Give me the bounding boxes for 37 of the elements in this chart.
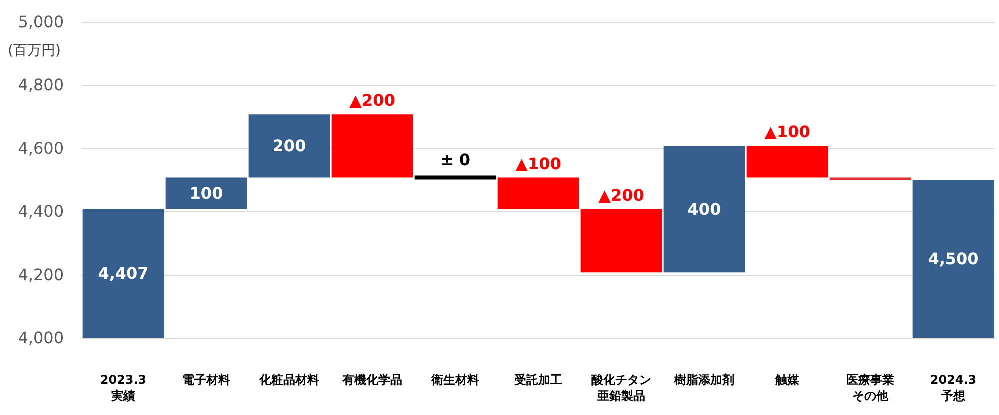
x-tick-label: 受託加工 (514, 373, 562, 387)
x-tick-label: 2023.3 実績 (100, 373, 147, 403)
x-tick-label: 衛生材料 (430, 373, 480, 387)
x-tick-label: 医療事業その他 (846, 373, 894, 403)
x-tick-label: 樹脂添加剤 (674, 373, 734, 387)
bar (82, 209, 164, 338)
data-label: ▲100 (764, 122, 810, 142)
y-tick-label: 5,000 (18, 12, 64, 32)
data-label: 4,407 (98, 264, 149, 284)
data-label: ▲100 (516, 154, 562, 174)
y-tick-label: 4,600 (18, 138, 64, 158)
bar (332, 114, 414, 178)
bar (580, 209, 662, 273)
bar (166, 178, 248, 210)
bar (664, 146, 746, 273)
y-tick-label: 4,800 (18, 76, 64, 95)
bar (498, 178, 580, 210)
bar (746, 146, 828, 178)
y-axis-title: (百万円) (8, 43, 61, 59)
data-label: 200 (272, 136, 306, 156)
bar (248, 114, 330, 178)
x-tick-label: 有機化学品 (342, 373, 402, 387)
data-label: 4,500 (928, 250, 979, 268)
data-label: 100 (190, 184, 224, 204)
bar (912, 180, 994, 338)
data-label: ▲200 (598, 186, 644, 205)
data-label: 400 (688, 200, 722, 219)
x-tick-label: 触媒 (774, 373, 800, 387)
x-tick-label: 酸化チタン亜鉛製品 (592, 373, 652, 403)
y-tick-label: 4,400 (18, 202, 64, 222)
data-label: ▲200 (350, 91, 396, 110)
x-tick-label: 2024.3 予想 (930, 373, 977, 403)
data-label: ± 0 (440, 150, 471, 170)
x-tick-label: 化粧品材料 (258, 373, 320, 387)
y-tick-label: 4,000 (18, 328, 64, 348)
y-tick-label: 4,200 (18, 265, 64, 284)
x-tick-label: 電子材料 (182, 373, 230, 387)
